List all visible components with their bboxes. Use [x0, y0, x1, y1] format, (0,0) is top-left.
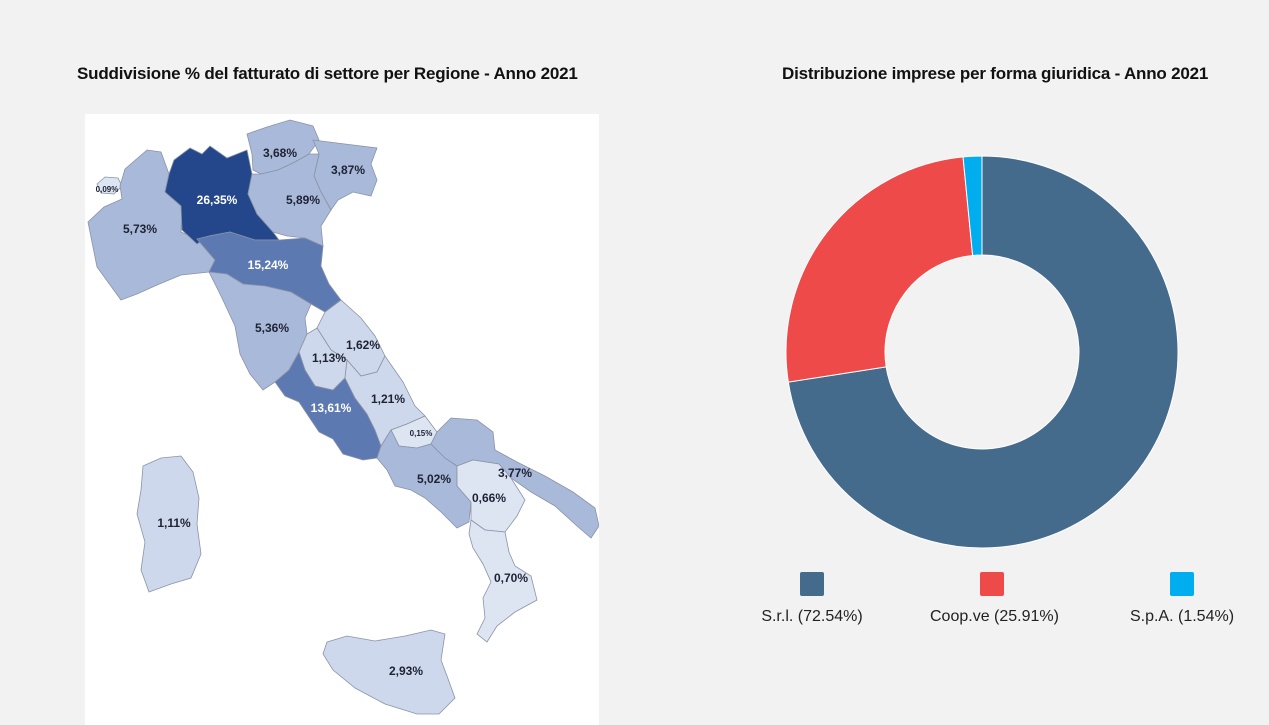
label-trentino-alto-adige: 3,68% [263, 146, 297, 160]
region-sicilia [322, 629, 456, 715]
region-campania [376, 429, 472, 529]
label-marche: 1,62% [346, 338, 380, 352]
region-calabria [468, 519, 538, 643]
region-basilicata [456, 459, 526, 533]
label-toscana: 5,36% [255, 321, 289, 335]
region-sardegna [136, 455, 202, 593]
map-chart-title: Suddivisione % del fatturato di settore … [77, 64, 578, 83]
legend-swatch-spa [1170, 572, 1194, 596]
label-puglia: 3,77% [498, 466, 532, 480]
legend-item-srl: S.r.l. (72.54%) [760, 572, 864, 626]
italy-map: 0,09% 5,73% 26,35% 3,68% 3,87% 5,89% 15,… [87, 119, 599, 715]
label-valle-daosta: 0,09% [96, 185, 119, 194]
donut-chart-title: Distribuzione imprese per forma giuridic… [782, 64, 1209, 83]
label-emilia-romagna: 15,24% [248, 258, 289, 272]
label-campania: 5,02% [417, 472, 451, 486]
legend-label-spa: S.p.A. (1.54%) [1129, 608, 1235, 625]
label-calabria: 0,70% [494, 571, 528, 585]
label-lazio: 13,61% [311, 401, 352, 415]
legend-label-coop: Coop.ve (25.91%) [930, 608, 1059, 625]
italy-map-panel: 0,09% 5,73% 26,35% 3,68% 3,87% 5,89% 15,… [85, 114, 599, 725]
legend-swatch-coop [980, 572, 1004, 596]
legend-item-coop: Coop.ve (25.91%) [930, 572, 1059, 626]
donut-chart [785, 155, 1179, 549]
label-umbria: 1,13% [312, 351, 346, 365]
legend-label-srl: S.r.l. (72.54%) [761, 608, 863, 625]
label-sardegna: 1,11% [157, 516, 191, 530]
donut-slice-coop [785, 156, 974, 383]
donut-slice-spa [962, 155, 983, 256]
label-friuli-venezia-giulia: 3,87% [331, 163, 365, 177]
label-piemonte: 5,73% [123, 222, 157, 236]
label-sicilia: 2,93% [389, 664, 423, 678]
legend-swatch-srl [800, 572, 824, 596]
label-veneto: 5,89% [286, 193, 320, 207]
label-basilicata: 0,66% [472, 491, 506, 505]
label-molise: 0,15% [410, 429, 433, 438]
legend-item-spa: S.p.A. (1.54%) [1128, 572, 1236, 626]
label-abruzzo: 1,21% [371, 392, 405, 406]
region-veneto [247, 153, 332, 247]
donut-slice-srl [787, 155, 1179, 549]
label-lombardia: 26,35% [197, 193, 238, 207]
